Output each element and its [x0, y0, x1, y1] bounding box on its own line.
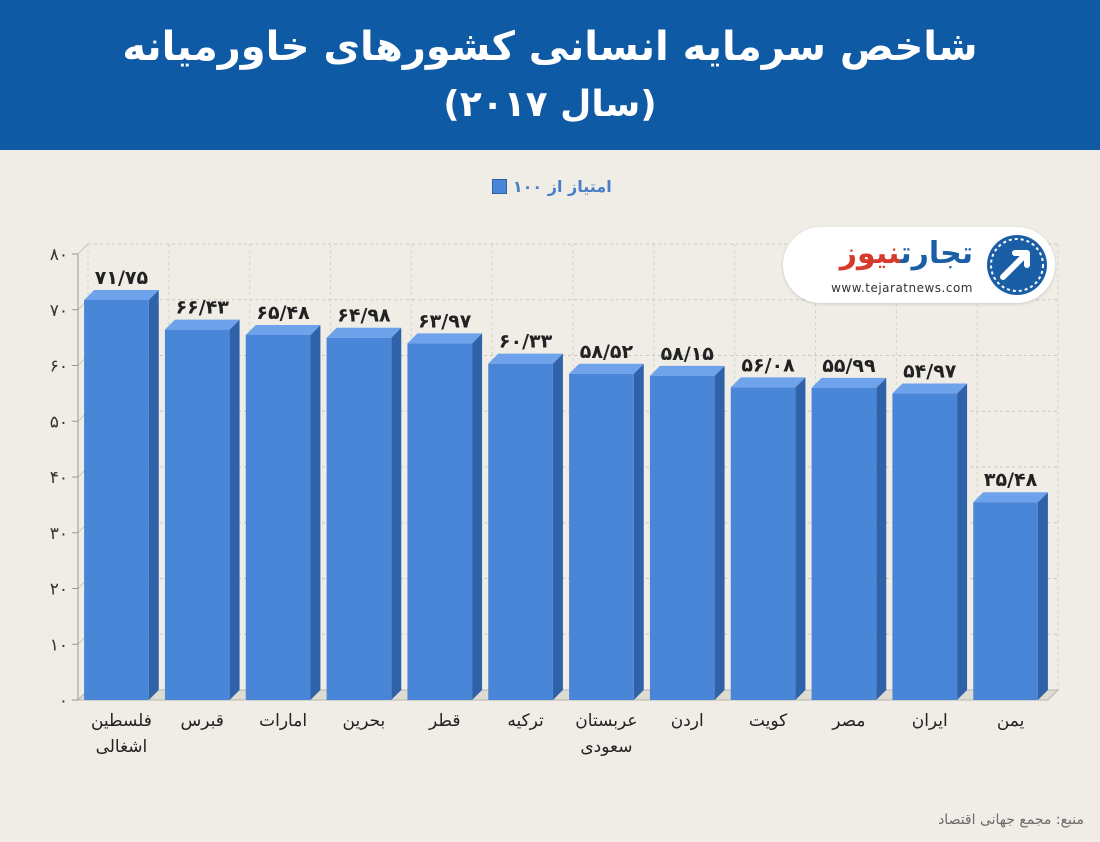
bar-side — [391, 327, 402, 700]
bar-top — [892, 383, 968, 394]
y-tick-label: ۶۰ — [50, 357, 68, 377]
bar-side — [957, 383, 968, 700]
bar-top — [245, 324, 321, 335]
x-tick-label: کویت — [749, 711, 788, 731]
x-tick-label: امارات — [259, 711, 307, 731]
bar-side — [1037, 492, 1048, 700]
gridline-depth — [77, 243, 89, 255]
header-banner: شاخص سرمایه انسانی کشورهای خاورمیانه (سا… — [0, 0, 1100, 150]
legend-swatch — [492, 179, 508, 194]
x-tick-label: عربستان — [575, 711, 637, 731]
bar — [164, 319, 240, 700]
data-label: ۶۳/۹۷ — [418, 310, 472, 332]
bar-front — [811, 387, 877, 700]
bar-top — [407, 333, 483, 344]
bar-top — [326, 327, 402, 338]
bar — [84, 289, 159, 700]
data-label: ۵۸/۵۲ — [580, 341, 634, 363]
bar — [245, 324, 321, 700]
bar — [973, 492, 1048, 700]
bar-side — [229, 319, 240, 700]
data-label: ۷۱/۷۵ — [95, 267, 149, 289]
bar-side — [310, 324, 321, 700]
data-label: ۶۵/۴۸ — [256, 302, 310, 324]
bar-side — [633, 363, 644, 700]
bar-side — [714, 365, 725, 700]
data-label: ۵۶/۰۸ — [741, 354, 795, 376]
bar — [488, 353, 563, 700]
y-tick-label: ۵۰ — [50, 412, 68, 432]
bar-top — [488, 353, 563, 364]
x-tick-label: فلسطین — [91, 711, 152, 731]
x-tick-label: قطر — [428, 711, 460, 731]
data-label: ۶۰/۳۳ — [499, 331, 553, 353]
y-tick-label: ۱۰ — [50, 635, 68, 655]
bar — [892, 383, 968, 700]
y-tick-label: ۴۰ — [50, 468, 68, 488]
bar-side — [795, 377, 806, 700]
y-tick-label: ۲۰ — [50, 580, 68, 600]
logo-wordmark-part2: نیوز — [839, 236, 901, 271]
bar-side — [552, 353, 563, 700]
bar-front — [488, 363, 553, 700]
bar-front — [245, 334, 311, 700]
bar-front — [892, 393, 958, 700]
data-label: ۵۵/۹۹ — [822, 355, 876, 377]
logo-wordmark-part1: تجارت — [900, 236, 973, 271]
bar-side — [148, 289, 159, 700]
bar-side — [472, 333, 483, 700]
chart-title: شاخص سرمایه انسانی کشورهای خاورمیانه — [122, 24, 978, 70]
x-tick-label: یمن — [997, 711, 1025, 731]
bar — [569, 363, 644, 700]
bar-front — [326, 337, 392, 700]
y-tick-label: ۳۰ — [50, 524, 68, 544]
bar-side — [876, 377, 887, 700]
x-tick-label: سعودی — [580, 737, 632, 757]
bar-front — [164, 329, 230, 700]
bar-top — [811, 377, 887, 388]
bar — [649, 365, 725, 700]
bar-front — [649, 375, 715, 700]
data-label: ۵۴/۹۷ — [903, 361, 957, 383]
publisher-logo: تجارتنیوز www.tejaratnews.com — [783, 227, 1055, 303]
y-tick-label: ۷۰ — [50, 301, 68, 321]
bar-front — [407, 343, 473, 700]
bar-front — [569, 373, 634, 700]
data-label: ۶۶/۴۳ — [176, 297, 230, 319]
chart-subtitle: (سال ۲۰۱۷) — [443, 84, 657, 125]
bar-top — [973, 492, 1048, 503]
data-label: ۶۴/۹۸ — [337, 305, 391, 327]
source-note: منبع: مجمع جهانی اقتصاد — [938, 812, 1084, 828]
bar — [811, 377, 887, 700]
bar-top — [84, 289, 159, 300]
bar — [326, 327, 402, 700]
bar-front — [84, 299, 149, 700]
bar-top — [649, 365, 725, 376]
bar-top — [569, 363, 644, 374]
legend: امتیاز از ۱۰۰ — [0, 176, 1100, 196]
bar-front — [730, 387, 796, 700]
x-tick-label: ترکیه — [507, 711, 544, 731]
x-tick-label: اشغالی — [96, 737, 148, 757]
logo-wordmark: تجارتنیوز — [840, 235, 973, 273]
legend-label: امتیاز از ۱۰۰ — [512, 177, 612, 196]
x-tick-label: قبرس — [181, 711, 224, 731]
x-tick-label: مصر — [831, 711, 865, 731]
y-tick-label: ۰ — [59, 691, 68, 711]
bar-front — [973, 502, 1038, 700]
x-tick-label: بحرین — [343, 711, 386, 731]
x-tick-label: ایران — [912, 711, 948, 731]
logo-arrow-icon — [987, 235, 1047, 295]
bar-top — [730, 377, 806, 388]
bar — [407, 333, 483, 700]
bar — [730, 377, 806, 700]
y-tick-label: ۸۰ — [50, 245, 68, 265]
data-label: ۳۵/۴۸ — [984, 469, 1038, 491]
data-label: ۵۸/۱۵ — [661, 343, 715, 365]
x-tick-label: اردن — [671, 711, 704, 731]
bar-top — [164, 319, 240, 330]
logo-url: www.tejaratnews.com — [831, 281, 973, 295]
